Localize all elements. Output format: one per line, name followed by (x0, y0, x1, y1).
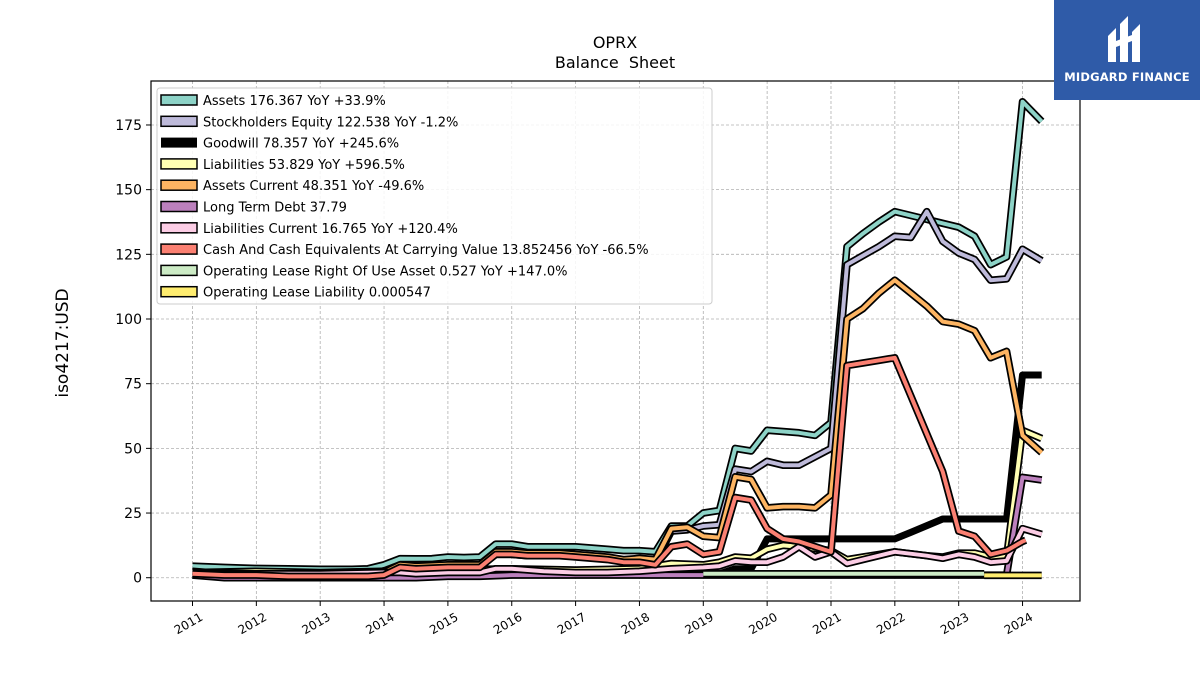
x-tick-label: 2016 (491, 610, 524, 637)
y-tick-label: 175 (115, 118, 142, 134)
y-tick-label: 25 (124, 506, 142, 522)
legend-entry: Stockholders Equity 122.538 YoY -1.2% (160, 115, 458, 130)
legend-label: Stockholders Equity 122.538 YoY -1.2% (203, 115, 458, 130)
y-axis-label: iso4217:USD (53, 288, 73, 397)
y-tick-label: 100 (115, 312, 142, 328)
x-tick-label: 2021 (810, 610, 843, 637)
legend-label: Assets Current 48.351 YoY -49.6% (203, 179, 424, 194)
x-tick-label: 2018 (619, 610, 652, 637)
legend-label: Cash And Cash Equivalents At Carrying Va… (203, 243, 649, 258)
brand-mark-icon (1108, 16, 1140, 62)
legend-label: Assets 176.367 YoY +33.9% (203, 94, 386, 109)
legend-entry: Goodwill 78.357 YoY +245.6% (161, 137, 399, 152)
x-tick-label: 2015 (427, 610, 460, 637)
x-tick-label: 2019 (683, 610, 716, 637)
legend-entry: Cash And Cash Equivalents At Carrying Va… (160, 243, 649, 258)
x-tick-label: 2022 (874, 610, 907, 637)
legend-label: Long Term Debt 37.79 (203, 201, 347, 216)
legend-entry: Liabilities Current 16.765 YoY +120.4% (160, 222, 458, 237)
legend-entry: Operating Lease Liability 0.000547 (160, 286, 431, 301)
y-tick-label: 125 (115, 247, 142, 263)
legend-label: Goodwill 78.357 YoY +245.6% (203, 137, 399, 152)
chart-subtitle: Balance Sheet (555, 53, 675, 72)
legend-label: Operating Lease Liability 0.000547 (203, 286, 431, 301)
legend-label: Liabilities 53.829 YoY +596.5% (203, 158, 405, 173)
x-tick-label: 2017 (555, 610, 588, 637)
brand-name: MIDGARD FINANCE (1064, 70, 1190, 84)
y-tick-label: 75 (124, 377, 142, 393)
x-tick-label: 2012 (236, 610, 269, 637)
series-line-7 (192, 524, 1043, 578)
legend-entry: Assets 176.367 YoY +33.9% (160, 94, 386, 109)
y-tick-label: 150 (115, 183, 142, 199)
y-tick-label: 50 (124, 441, 142, 457)
x-tick-label: 2020 (746, 610, 779, 637)
legend-label: Liabilities Current 16.765 YoY +120.4% (203, 222, 458, 237)
legend-entry: Assets Current 48.351 YoY -49.6% (160, 179, 424, 194)
x-tick-label: 2024 (1002, 610, 1035, 637)
y-tick-label: 0 (133, 571, 142, 587)
x-tick-label: 2011 (172, 610, 205, 637)
legend-entry: Liabilities 53.829 YoY +596.5% (160, 158, 405, 173)
x-tick-label: 2014 (363, 610, 396, 637)
legend-box (156, 87, 713, 305)
brand-logo: MIDGARD FINANCE (1054, 0, 1200, 100)
x-tick-label: 2023 (938, 610, 971, 637)
legend-entry: Long Term Debt 37.79 (160, 201, 347, 216)
legend-label: Operating Lease Right Of Use Asset 0.527… (203, 264, 567, 279)
legend-entry: Operating Lease Right Of Use Asset 0.527… (160, 264, 567, 279)
plot-frame (150, 80, 1081, 602)
series-line-8 (192, 354, 1028, 581)
x-tick-label: 2013 (299, 610, 332, 637)
chart-title: OPRX (593, 33, 637, 52)
